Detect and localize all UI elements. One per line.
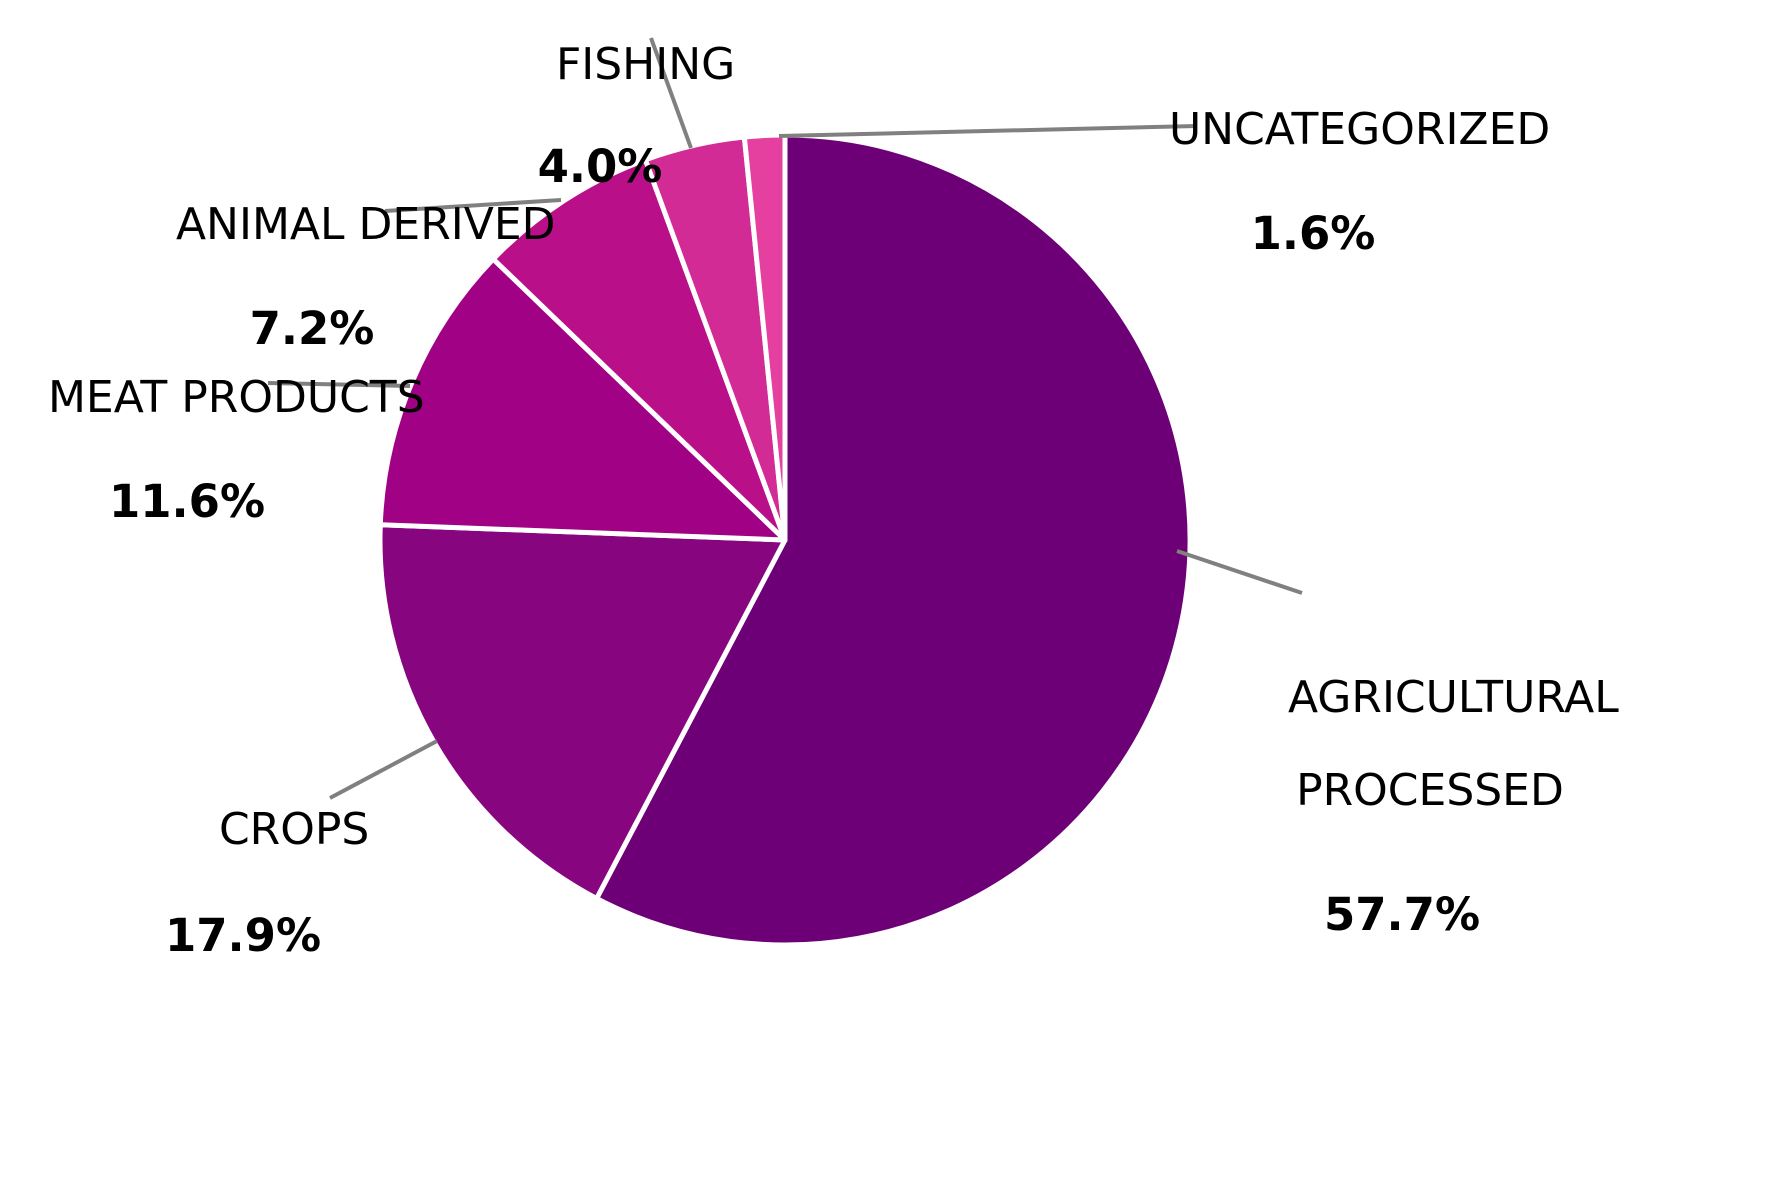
pie-label-agricultural-processed-text-line1: AGRICULTURAL	[1287, 671, 1619, 723]
pie-slice-animal-derived[interactable]	[490, 157, 788, 543]
pie-slice-agricultural-processed[interactable]	[594, 132, 1193, 948]
pie-label-uncategorized-text: UNCATEGORIZED	[1168, 103, 1551, 155]
pie-label-uncategorized-percent: 1.6%	[1250, 206, 1376, 260]
leader-line-agricultural-processed	[1176, 549, 1303, 595]
leader-line-crops	[329, 739, 438, 800]
leader-line-fishing	[649, 37, 693, 149]
pie-label-meat-products: MEAT PRODUCTS 11.6%	[0, 328, 425, 619]
pie-label-meat-products-text: MEAT PRODUCTS	[47, 371, 425, 423]
pie-label-crops: CROPS 17.9%	[163, 760, 369, 1053]
leader-line-meat-products	[267, 381, 411, 388]
pie-label-crops-text: CROPS	[218, 803, 370, 855]
pie-slices	[377, 132, 1193, 948]
leader-line-animal-derived	[384, 198, 562, 213]
pie-label-animal-derived: ANIMAL DERIVED 7.2%	[120, 155, 556, 446]
pie-label-agricultural-processed-text-line2: PROCESSED	[1296, 764, 1564, 816]
pie-label-fishing-text: FISHING	[555, 38, 736, 90]
pie-label-fishing: FISHING 4.0%	[500, 0, 736, 284]
leader-lines	[267, 37, 1303, 800]
pie-label-agricultural-processed-percent: 57.7%	[1323, 888, 1481, 942]
pie-label-crops-percent: 17.9%	[164, 908, 322, 962]
leader-line-uncategorized	[778, 124, 1198, 138]
pie-slice-meat-products[interactable]	[377, 256, 788, 543]
pie-label-uncategorized: UNCATEGORIZED 1.6%	[1113, 60, 1550, 351]
pie-label-animal-derived-percent: 7.2%	[249, 301, 375, 355]
pie-label-agricultural-processed: AGRICULTURAL PROCESSED 57.7%	[1232, 628, 1619, 1032]
pie-label-animal-derived-text: ANIMAL DERIVED	[175, 198, 556, 250]
pie-label-fishing-percent: 4.0%	[537, 139, 663, 193]
pie-label-meat-products-percent: 11.6%	[108, 474, 266, 528]
